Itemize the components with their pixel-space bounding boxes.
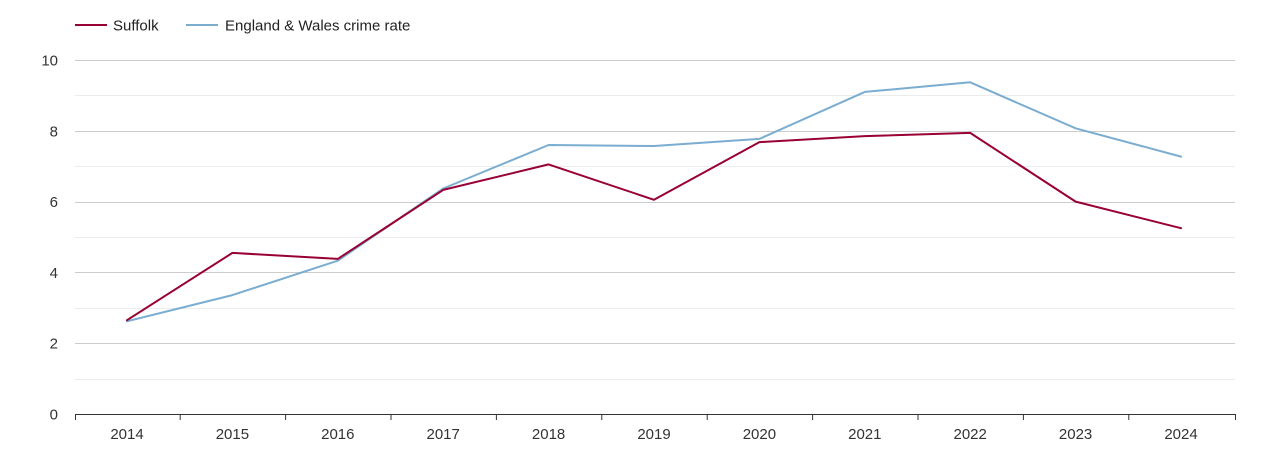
x-tick-label: 2023 — [1059, 426, 1092, 443]
legend-item-suffolk[interactable]: Suffolk — [75, 18, 159, 35]
x-tick-label: 2017 — [427, 426, 460, 443]
y-tick-label: 6 — [50, 194, 58, 211]
x-tick-label: 2022 — [954, 426, 987, 443]
y-tick-label: 0 — [50, 407, 58, 424]
legend-label-suffolk: Suffolk — [113, 18, 159, 35]
x-tick-label: 2014 — [110, 426, 143, 443]
y-tick-label: 4 — [50, 265, 58, 282]
legend-item-england-wales[interactable]: England & Wales crime rate — [186, 18, 410, 35]
series-line-england-wales[interactable] — [126, 81, 1182, 323]
x-tick-label: 2024 — [1164, 426, 1197, 443]
y-tick-label: 8 — [50, 123, 58, 140]
y-axis-tick-labels: 0 2 4 6 8 10 — [41, 53, 58, 424]
x-tick-label: 2021 — [848, 426, 881, 443]
x-axis: 2014 2015 2016 2017 2018 2019 2020 2021 2022 2023… — [75, 414, 1236, 443]
y-tick-label: 10 — [41, 53, 58, 70]
x-tick-label: 2019 — [637, 426, 670, 443]
legend: Suffolk England & Wales crime rate — [75, 18, 410, 35]
legend-label-england-wales: England & Wales crime rate — [225, 18, 410, 35]
series-lines — [126, 81, 1182, 323]
gridlines — [75, 60, 1235, 380]
y-tick-label: 2 — [50, 336, 58, 353]
x-tick-label: 2016 — [321, 426, 354, 443]
series-line-suffolk[interactable] — [126, 131, 1182, 322]
x-tick-label: 2018 — [532, 426, 565, 443]
x-tick-label: 2020 — [743, 426, 776, 443]
x-tick-label: 2015 — [216, 426, 249, 443]
